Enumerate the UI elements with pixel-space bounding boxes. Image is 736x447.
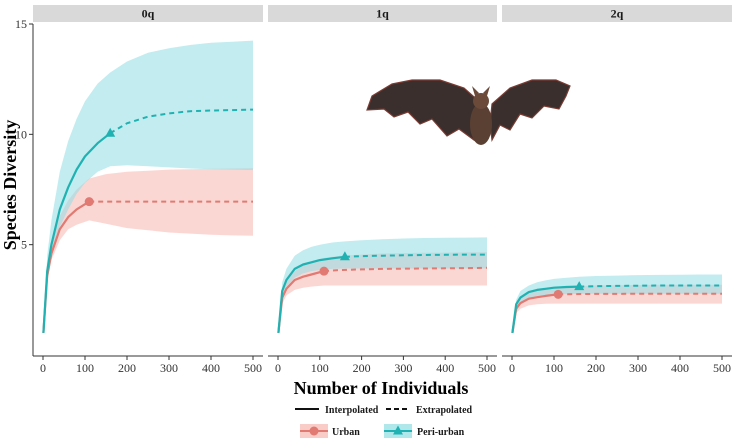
x-tick-label: 200 — [587, 361, 605, 375]
facet-panels: 0q 0 100 200 300 400 500 5 10 15 1q 0 100 200 300 400 50… — [15, 5, 732, 375]
strip-background — [33, 5, 263, 22]
y-tick-label: 10 — [15, 127, 27, 141]
x-tick-label: 500 — [478, 361, 496, 375]
bat-right-wing — [489, 79, 571, 142]
legend-label-solid: Interpolated — [325, 405, 379, 416]
x-tick-label: 100 — [311, 361, 329, 375]
x-tick-label: 0 — [40, 361, 46, 375]
x-tick-label: 0 — [509, 361, 515, 375]
x-tick-label: 300 — [160, 361, 178, 375]
bat-body — [470, 103, 492, 145]
legend-marker-urban — [309, 426, 319, 436]
extrapolated-line-periurban — [344, 253, 487, 258]
bat-head — [473, 93, 489, 109]
bat-left-wing — [366, 79, 483, 141]
confidence-band-periurban — [43, 40, 254, 333]
observed-point-periurban — [339, 251, 350, 261]
x-tick-label: 400 — [436, 361, 454, 375]
legend-marker-periurban — [393, 425, 403, 435]
x-axis-title: Number of Individuals — [294, 378, 469, 398]
confidence-band-urban — [512, 284, 722, 333]
x-tick-label: 100 — [545, 361, 563, 375]
y-tick-label: 15 — [15, 17, 27, 31]
confidence-band-urban — [43, 168, 254, 333]
interpolated-line-periurban — [42, 132, 111, 333]
x-tick-label: 500 — [244, 361, 262, 375]
y-tick-label: 5 — [21, 238, 27, 252]
observed-point-urban — [553, 289, 563, 299]
confidence-band-periurban — [278, 237, 487, 333]
confidence-band-urban — [278, 252, 487, 333]
x-tick-label: 100 — [76, 361, 94, 375]
extrapolated-line-periurban — [579, 284, 722, 288]
extrapolated-line-urban — [558, 292, 722, 296]
legend-label-urban: Urban — [332, 427, 360, 438]
x-tick-label: 0 — [275, 361, 281, 375]
extrapolated-line-urban — [323, 266, 488, 273]
bat-ears — [472, 86, 490, 96]
x-tick-label: 400 — [202, 361, 220, 375]
observed-point-periurban — [105, 127, 116, 137]
facet-panel-1q: 1q 0 100 200 300 400 500 — [268, 5, 497, 375]
x-tick-label: 300 — [629, 361, 647, 375]
strip-label: 1q — [376, 7, 389, 21]
legend-label-dashed: Extrapolated — [416, 405, 473, 416]
interpolated-line-periurban — [511, 285, 580, 334]
confidence-band-periurban — [512, 274, 722, 333]
y-axis-title: Species Diversity — [0, 120, 20, 250]
x-tick-label: 400 — [671, 361, 689, 375]
strip-label: 0q — [142, 7, 155, 21]
x-tick-label: 300 — [394, 361, 412, 375]
bat-illustration — [366, 79, 571, 145]
strip-label: 2q — [611, 7, 624, 21]
facet-panel-0q: 0q 0 100 200 300 400 500 5 10 15 — [15, 5, 263, 375]
interpolated-line-periurban — [277, 255, 346, 333]
x-tick-label: 500 — [713, 361, 731, 375]
facet-panel-2q: 2q 0 100 200 300 400 500 — [502, 5, 732, 375]
strip-background — [502, 5, 732, 22]
legend-methods: Interpolated Extrapolated — [295, 405, 473, 416]
extrapolated-line-periurban — [109, 108, 254, 135]
legend-label-periurban: Peri-urban — [417, 427, 465, 438]
observed-point-urban — [319, 266, 329, 276]
observed-point-periurban — [574, 281, 585, 291]
legend-series: Urban Peri-urban — [300, 424, 465, 438]
x-tick-label: 200 — [353, 361, 371, 375]
strip-background — [268, 5, 497, 22]
observed-point-urban — [84, 197, 94, 207]
x-tick-label: 200 — [118, 361, 136, 375]
